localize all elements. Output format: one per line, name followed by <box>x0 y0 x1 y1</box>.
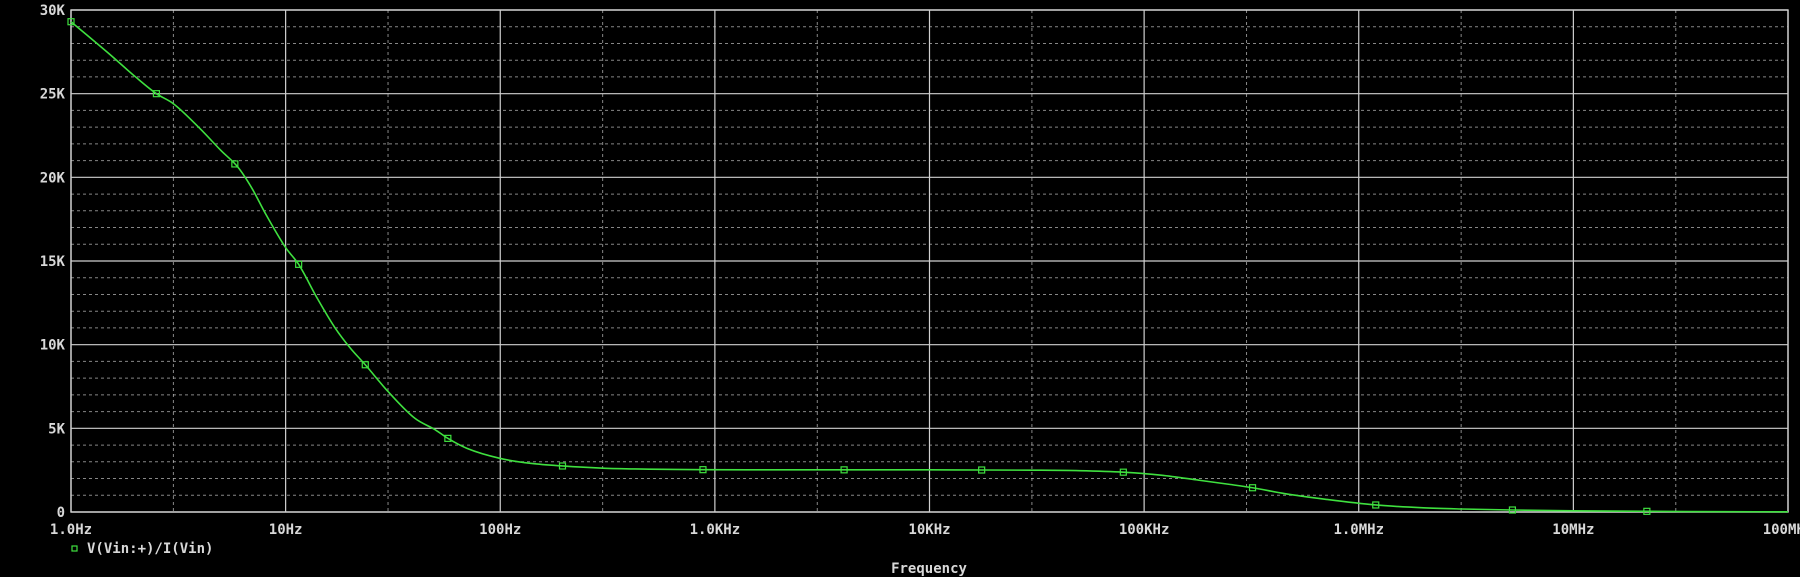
series-marker <box>231 160 239 168</box>
series-layer <box>67 18 1789 515</box>
series-marker <box>295 260 303 268</box>
series-marker <box>1508 506 1517 514</box>
tick-labels: 0 5K 10K 15K 20K 25K 30K 1.0Hz 10Hz 100Hz 1.0KHz 10… <box>40 3 1800 538</box>
series-marker <box>152 90 161 98</box>
x-tick-label: 100MHz <box>1763 522 1800 538</box>
grid <box>70 9 1789 513</box>
x-tick-label: 100KHz <box>1119 522 1170 538</box>
series-marker <box>558 462 567 470</box>
x-tick-label: 10KHz <box>908 522 950 538</box>
series-marker <box>1119 468 1127 476</box>
y-tick-label: 5K <box>48 421 65 437</box>
series-marker <box>67 18 75 26</box>
legend: V(Vin:+)/I(Vin) <box>71 541 213 557</box>
series-marker <box>444 434 452 442</box>
y-tick-label: 20K <box>40 170 66 186</box>
y-tick-label: 25K <box>40 87 66 103</box>
series-marker <box>1248 484 1257 492</box>
y-tick-label: 15K <box>40 254 66 270</box>
series-marker <box>840 466 848 474</box>
series-marker <box>978 466 986 474</box>
series-line <box>70 21 1789 513</box>
x-axis-title: Frequency <box>891 561 967 577</box>
x-tick-label: 10MHz <box>1552 522 1594 538</box>
series-marker <box>361 361 369 369</box>
series-marker <box>1372 501 1380 509</box>
series-marker <box>1643 507 1651 515</box>
legend-label: V(Vin:+)/I(Vin) <box>87 541 213 557</box>
x-tick-label: 1.0Hz <box>50 522 92 538</box>
y-tick-label: 10K <box>40 338 66 354</box>
series-marker <box>699 466 707 474</box>
x-tick-label: 10Hz <box>269 522 303 538</box>
x-tick-label: 1.0MHz <box>1333 522 1384 538</box>
x-tick-label: 1.0KHz <box>690 522 741 538</box>
legend-marker-icon <box>71 545 78 552</box>
x-tick-label: 100Hz <box>479 522 521 538</box>
y-tick-label: 0 <box>57 505 65 521</box>
plot-frame <box>70 9 1789 513</box>
y-tick-label: 30K <box>40 3 66 19</box>
